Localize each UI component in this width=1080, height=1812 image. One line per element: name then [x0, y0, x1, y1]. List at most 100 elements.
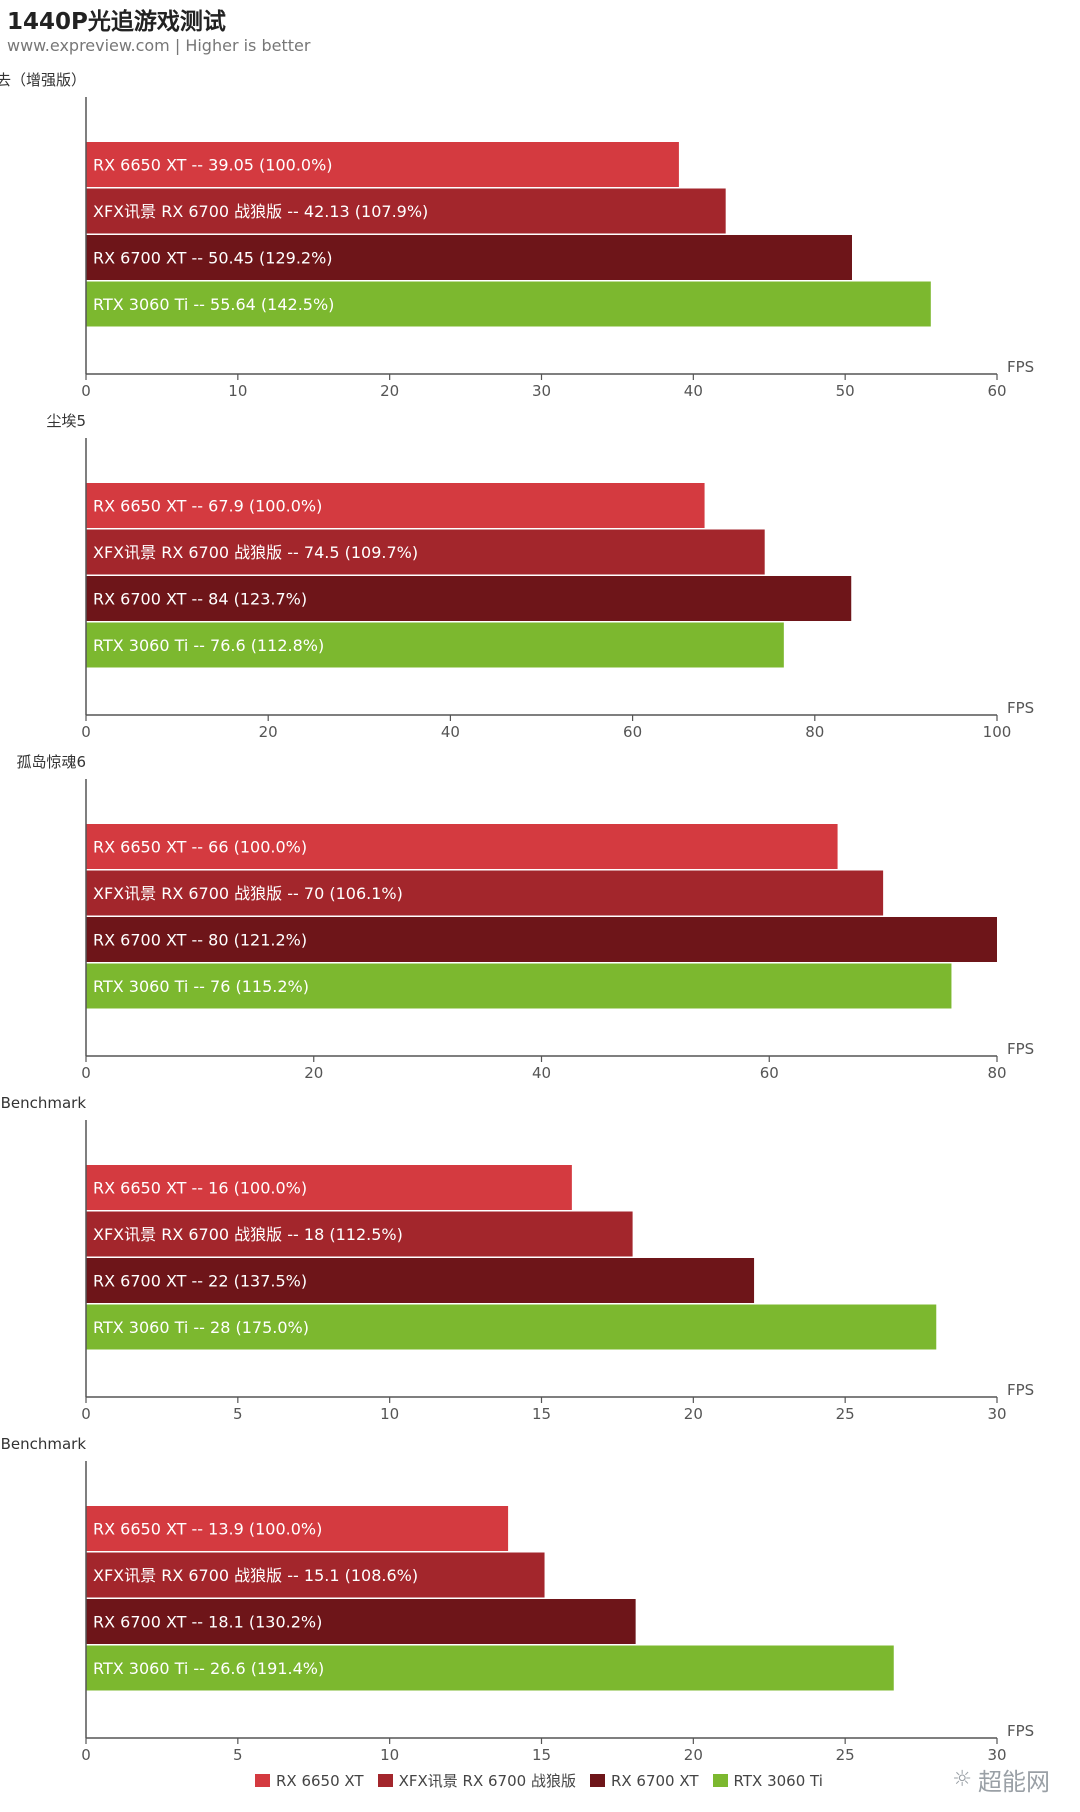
chart-title: 边境Benchmark [0, 1435, 86, 1453]
x-tick-label: 30 [987, 1746, 1006, 1764]
bar-label: RX 6700 XT -- 50.45 (129.2%) [93, 249, 333, 268]
legend-label: RX 6650 XT [276, 1771, 364, 1790]
chart-title: 地铁：离去（增强版） [0, 71, 86, 89]
bar-label: XFX讯景 RX 6700 战狼版 -- 42.13 (107.9%) [93, 202, 428, 221]
x-axis-label: FPS [1007, 1040, 1034, 1058]
watermark: ☼ 超能网 [952, 1762, 1050, 1797]
x-tick-label: 60 [760, 1064, 779, 1082]
x-tick-label: 25 [836, 1405, 855, 1423]
x-tick-label: 15 [532, 1405, 551, 1423]
x-tick-label: 20 [684, 1405, 703, 1423]
bar-label: XFX讯景 RX 6700 战狼版 -- 15.1 (108.6%) [93, 1566, 418, 1585]
bar-label: RX 6650 XT -- 66 (100.0%) [93, 838, 307, 857]
bar-label: RX 6650 XT -- 39.05 (100.0%) [93, 156, 333, 175]
bar-label: RX 6700 XT -- 22 (137.5%) [93, 1272, 307, 1291]
x-tick-label: 40 [441, 723, 460, 741]
x-tick-label: 0 [81, 1064, 91, 1082]
x-tick-label: 15 [532, 1746, 551, 1764]
bar [86, 235, 852, 280]
wechat-icon: ☼ [952, 1767, 972, 1792]
x-tick-label: 20 [304, 1064, 323, 1082]
bar-label: RX 6700 XT -- 84 (123.7%) [93, 590, 307, 609]
x-tick-label: 5 [233, 1405, 243, 1423]
bar [86, 963, 952, 1009]
x-tick-label: 20 [380, 382, 399, 400]
legend-item-rtx3060ti[interactable]: RTX 3060 Ti [712, 1771, 823, 1790]
legend-label: RX 6700 XT [610, 1771, 699, 1790]
bar [86, 824, 838, 869]
x-tick-label: 10 [380, 1405, 399, 1423]
bar [86, 622, 784, 668]
bar [86, 917, 997, 962]
bar-label: XFX讯景 RX 6700 战狼版 -- 18 (112.5%) [93, 1225, 403, 1244]
x-tick-label: 60 [623, 723, 642, 741]
x-tick-label: 80 [987, 1064, 1006, 1082]
bar [86, 1304, 937, 1350]
bar [86, 1645, 894, 1691]
bar [86, 1165, 572, 1210]
bar-label: XFX讯景 RX 6700 战狼版 -- 70 (106.1%) [93, 884, 403, 903]
bar-label: RTX 3060 Ti -- 76.6 (112.8%) [93, 636, 324, 655]
bar-label: RTX 3060 Ti -- 28 (175.0%) [93, 1318, 309, 1337]
page-title: 1440P光追游戏测试 [7, 9, 226, 35]
x-tick-label: 20 [684, 1746, 703, 1764]
x-tick-label: 60 [987, 382, 1006, 400]
x-tick-label: 25 [836, 1746, 855, 1764]
bar-label: RTX 3060 Ti -- 55.64 (142.5%) [93, 295, 334, 314]
bar-label: RX 6700 XT -- 18.1 (130.2%) [93, 1613, 322, 1632]
bar-label: RTX 3060 Ti -- 76 (115.2%) [93, 977, 309, 996]
bar-label: RX 6650 XT -- 13.9 (100.0%) [93, 1520, 322, 1539]
bar-label: RX 6650 XT -- 16 (100.0%) [93, 1179, 307, 1198]
legend-swatch [377, 1774, 393, 1787]
x-tick-label: 10 [380, 1746, 399, 1764]
x-tick-label: 100 [983, 723, 1012, 741]
bar [86, 1258, 755, 1303]
bar [86, 870, 884, 916]
bar-label: RX 6650 XT -- 67.9 (100.0%) [93, 497, 322, 516]
legend-item-xfx6700[interactable]: XFX讯景 RX 6700 战狼版 [377, 1770, 576, 1791]
legend-swatch [589, 1774, 605, 1787]
bar [86, 281, 931, 327]
bar-label: RTX 3060 Ti -- 26.6 (191.4%) [93, 1659, 324, 1678]
chart-title: 孤岛惊魂6 [16, 753, 86, 771]
legend: RX 6650 XT XFX讯景 RX 6700 战狼版 RX 6700 XT … [255, 1770, 823, 1791]
bar [86, 1552, 545, 1598]
page-subtitle: www.expreview.com | Higher is better [7, 36, 311, 55]
legend-swatch [712, 1774, 728, 1787]
legend-item-rx6650xt[interactable]: RX 6650 XT [255, 1772, 364, 1790]
chart-title: 光明记忆Benchmark [0, 1094, 86, 1112]
bar-label: XFX讯景 RX 6700 战狼版 -- 74.5 (109.7%) [93, 543, 418, 562]
x-tick-label: 50 [836, 382, 855, 400]
chart-title: 尘埃5 [46, 412, 86, 430]
x-axis-label: FPS [1007, 1722, 1034, 1740]
bar-label: RX 6700 XT -- 80 (121.2%) [93, 931, 307, 950]
bar [86, 1506, 509, 1551]
bar [86, 142, 679, 187]
x-tick-label: 80 [805, 723, 824, 741]
x-tick-label: 20 [259, 723, 278, 741]
bar [86, 1599, 636, 1644]
x-axis-label: FPS [1007, 699, 1034, 717]
legend-swatch [255, 1774, 270, 1787]
bar [86, 188, 726, 234]
x-tick-label: 0 [81, 382, 91, 400]
x-tick-label: 10 [228, 382, 247, 400]
legend-item-rx6700xt[interactable]: RX 6700 XT [589, 1771, 699, 1790]
x-tick-label: 5 [233, 1746, 243, 1764]
bar [86, 1211, 633, 1257]
x-axis-label: FPS [1007, 358, 1034, 376]
legend-label: XFX讯景 RX 6700 战狼版 [398, 1772, 576, 1790]
x-tick-label: 40 [532, 1064, 551, 1082]
x-tick-label: 0 [81, 1746, 91, 1764]
x-tick-label: 40 [684, 382, 703, 400]
x-axis-label: FPS [1007, 1381, 1034, 1399]
x-tick-label: 0 [81, 1405, 91, 1423]
x-tick-label: 0 [81, 723, 91, 741]
bar [86, 576, 852, 621]
bar [86, 529, 765, 575]
bar [86, 483, 705, 528]
legend-label: RTX 3060 Ti [733, 1771, 823, 1790]
watermark-text: 超能网 [978, 1768, 1050, 1796]
x-tick-label: 30 [532, 382, 551, 400]
